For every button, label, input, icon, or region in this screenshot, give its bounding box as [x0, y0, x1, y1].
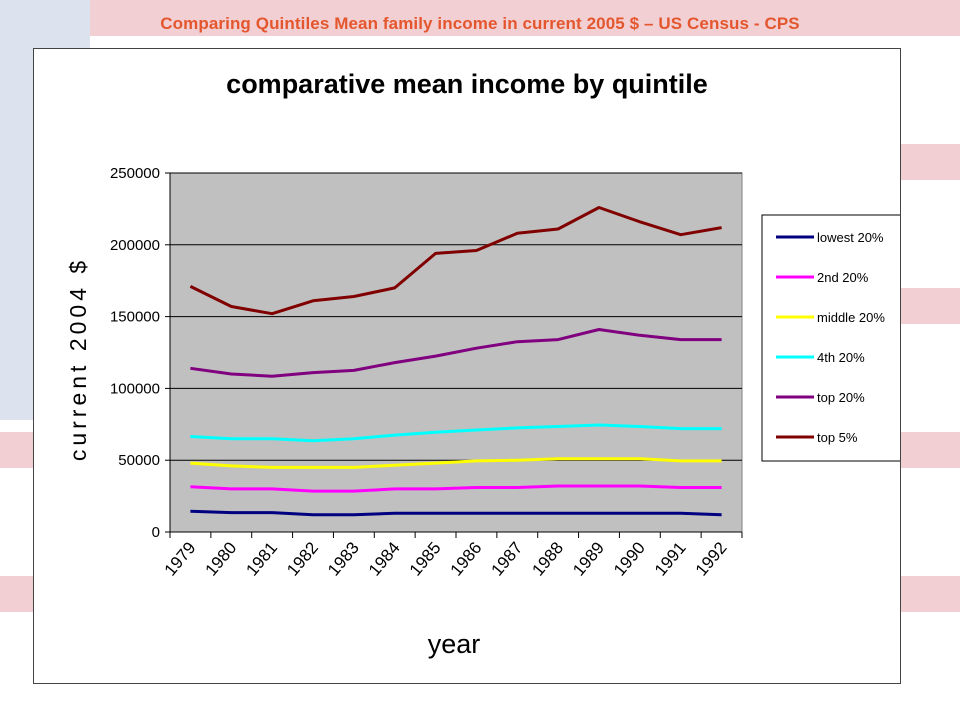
series-line [190, 509, 722, 517]
series-line [190, 457, 722, 469]
legend-label: top 5% [817, 430, 858, 445]
x-tick-label: 1980 [201, 538, 240, 579]
x-tick-label: 1981 [242, 538, 281, 579]
series-line [190, 423, 722, 443]
x-tick-label: 1987 [487, 538, 526, 579]
x-tick-label: 1991 [651, 538, 690, 579]
chart-panel: comparative mean income by quintile 0 500… [33, 48, 901, 684]
legend: lowest 20% 2nd 20% middle 20% 4th 20% top 20… [761, 214, 900, 462]
x-tick-label: 1988 [528, 538, 567, 579]
line-chart: comparative mean income by quintile 0 500… [65, 69, 900, 659]
y-tick-label: 200000 [110, 237, 160, 254]
y-tick-label: 0 [152, 524, 160, 541]
x-tick-label: 1982 [283, 538, 322, 579]
legend-label: lowest 20% [817, 230, 884, 245]
y-tick-label: 100000 [110, 380, 160, 397]
x-tick-label: 1990 [610, 538, 649, 579]
series-line [190, 328, 722, 378]
x-tick-label: 1985 [406, 538, 445, 579]
x-axis-label: year [428, 629, 481, 659]
y-tick-label: 150000 [110, 309, 160, 326]
x-tick-label: 1986 [447, 538, 486, 579]
legend-label: 2nd 20% [817, 270, 869, 285]
y-tick-label: 250000 [110, 165, 160, 182]
series-line [190, 484, 722, 493]
slide-title: Comparing Quintiles Mean family income i… [160, 14, 800, 33]
x-tick-label: 1983 [324, 538, 363, 579]
chart-title: comparative mean income by quintile [226, 69, 708, 99]
x-tick-label: 1979 [161, 538, 200, 579]
flag-stripe [0, 0, 960, 36]
y-tick-label: 50000 [118, 452, 160, 469]
series-line [189, 206, 722, 316]
legend-label: 4th 20% [817, 350, 865, 365]
y-axis-label: current 2004 $ [65, 257, 91, 461]
legend-label: middle 20% [817, 310, 885, 325]
legend-box [761, 214, 900, 462]
x-tick-label: 1992 [692, 538, 731, 579]
x-tick-label: 1989 [569, 538, 608, 579]
legend-label: top 20% [817, 390, 865, 405]
x-tick-label: 1984 [365, 538, 404, 579]
